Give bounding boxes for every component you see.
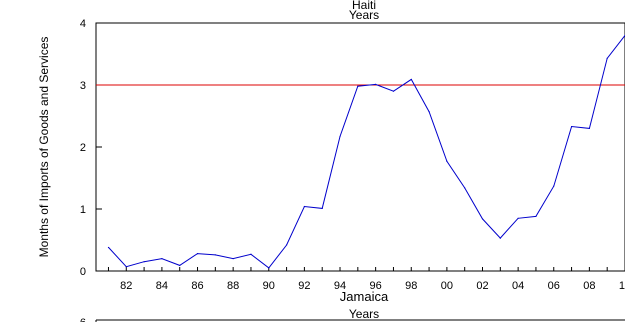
x-tick-label: 10 [619, 280, 625, 292]
x-tick-label: 98 [405, 280, 417, 292]
series-points [107, 34, 625, 269]
x-tick-label: 92 [298, 280, 310, 292]
x-tick-label: 88 [227, 280, 239, 292]
data-point [268, 267, 270, 269]
haiti-chart: Haiti Years 0 1 2 3 4 82 84 86 88 90 92 94 96 98 00 02… [37, 0, 625, 304]
x-tick-label: 08 [583, 280, 595, 292]
series-line [108, 35, 625, 269]
x-tick-label: 86 [191, 280, 203, 292]
x-tick-label: 84 [156, 280, 168, 292]
y-tick-label: 1 [80, 204, 86, 216]
haiti-chart-xlabel-top: Years [349, 8, 379, 22]
data-point [125, 266, 127, 268]
data-point [357, 85, 359, 87]
data-point [161, 258, 163, 260]
data-point [464, 187, 466, 189]
x-tick-label: 82 [120, 280, 132, 292]
x-tick-label: 06 [548, 280, 560, 292]
data-point [535, 215, 537, 218]
y-tick-label: 2 [80, 142, 86, 154]
data-point [375, 83, 377, 85]
data-point [143, 261, 145, 263]
data-point [392, 90, 395, 92]
data-point [410, 78, 412, 81]
y-tick-label: 3 [80, 80, 86, 92]
data-point [553, 185, 555, 187]
data-point [321, 207, 323, 209]
y-axis-label: Months of Imports of Goods and Services [37, 37, 51, 258]
data-point [339, 135, 341, 138]
x-tick-label: 04 [512, 280, 524, 292]
data-point [428, 111, 430, 113]
data-point [588, 127, 590, 129]
jamaica-y-tick-label: 6 [80, 317, 86, 322]
data-point [606, 57, 608, 59]
data-point [232, 258, 234, 260]
data-point [250, 253, 252, 255]
y-tick-label: 4 [80, 18, 86, 30]
y-tick-label: 0 [80, 266, 86, 278]
x-axis: 82 84 86 88 90 92 94 96 98 00 02 04 06 08 10 [107, 267, 625, 292]
x-tick-label: 96 [370, 280, 382, 292]
jamaica-chart-title: Jamaica [340, 289, 389, 304]
data-point [214, 254, 216, 256]
x-tick-label: 94 [334, 280, 346, 292]
jamaica-chart: Years 6 [80, 307, 625, 322]
data-point [446, 160, 448, 162]
data-point [196, 253, 199, 255]
data-point [107, 246, 110, 249]
data-point [285, 244, 288, 246]
x-tick-label: 02 [476, 280, 488, 292]
y-axis: 0 1 2 3 4 [80, 18, 102, 278]
x-tick-label: 00 [441, 280, 453, 292]
haiti-chart-title: Haiti [352, 0, 376, 12]
x-tick-label: 90 [263, 280, 275, 292]
data-point [517, 217, 519, 219]
data-point [499, 237, 501, 239]
plot-frame [95, 22, 625, 272]
jamaica-chart-xlabel-top: Years [349, 307, 379, 321]
data-point [481, 218, 484, 220]
data-point [303, 205, 305, 208]
data-point [570, 125, 573, 128]
data-point [179, 264, 181, 267]
